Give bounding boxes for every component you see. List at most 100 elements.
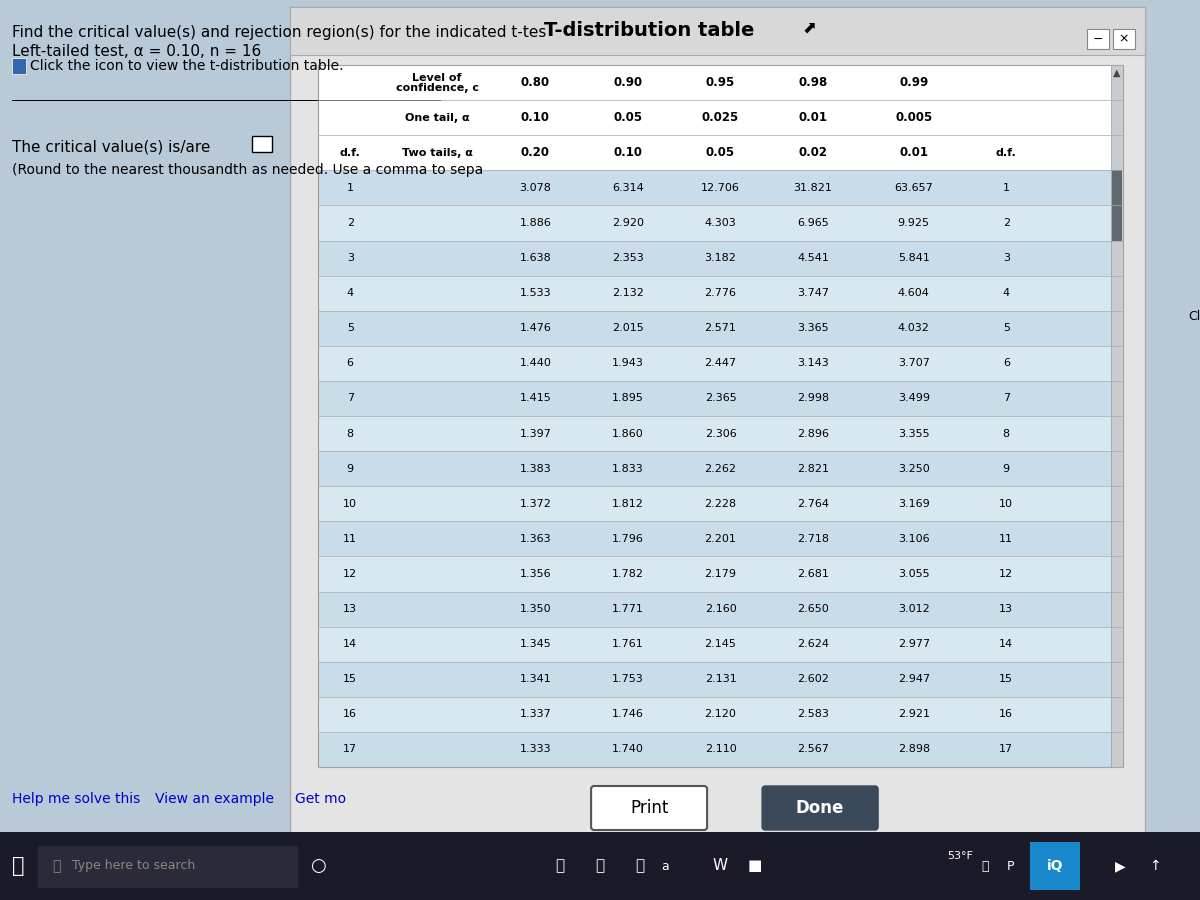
Text: T-distribution table: T-distribution table [544, 22, 755, 40]
Text: 2.365: 2.365 [704, 393, 737, 403]
Text: 15: 15 [1000, 674, 1013, 684]
Text: 16: 16 [343, 709, 358, 719]
Text: ⬈: ⬈ [803, 20, 817, 38]
Text: 3.499: 3.499 [898, 393, 930, 403]
Text: 2.306: 2.306 [704, 428, 737, 438]
Text: 2.718: 2.718 [797, 534, 829, 544]
Text: 3.747: 3.747 [797, 288, 829, 298]
Bar [290, 7, 1145, 842]
Text: 1.812: 1.812 [612, 499, 644, 508]
Text: 2.131: 2.131 [704, 674, 737, 684]
Bar [318, 521, 1123, 556]
Text: 1.415: 1.415 [520, 393, 551, 403]
Text: 3: 3 [1003, 253, 1009, 263]
Text: 6: 6 [1003, 358, 1009, 368]
Bar [1114, 29, 1135, 49]
Text: 10: 10 [1000, 499, 1013, 508]
Text: 2.764: 2.764 [797, 499, 829, 508]
Text: 14: 14 [343, 639, 358, 649]
Bar [318, 65, 1123, 767]
Bar [1112, 170, 1122, 240]
Text: 2.776: 2.776 [704, 288, 737, 298]
Text: 4.541: 4.541 [797, 253, 829, 263]
Text: 2: 2 [1003, 218, 1010, 228]
Text: 2.650: 2.650 [797, 604, 829, 614]
Text: ↑: ↑ [1150, 859, 1160, 873]
Text: 1.372: 1.372 [520, 499, 551, 508]
Bar [318, 205, 1123, 240]
Bar [318, 346, 1123, 381]
Text: 0.99: 0.99 [899, 76, 929, 89]
Text: 1.333: 1.333 [520, 744, 551, 754]
Text: 4.032: 4.032 [898, 323, 930, 333]
Text: 4.303: 4.303 [704, 218, 737, 228]
Text: Cle: Cle [1188, 310, 1200, 323]
Text: 3.707: 3.707 [898, 358, 930, 368]
Text: Help me solve this: Help me solve this [12, 792, 140, 806]
Text: 11: 11 [343, 534, 358, 544]
Text: 13: 13 [343, 604, 358, 614]
Text: 63.657: 63.657 [894, 183, 934, 193]
Bar [318, 662, 1123, 697]
Text: 7: 7 [1003, 393, 1010, 403]
Text: 5: 5 [347, 323, 354, 333]
Text: 1.761: 1.761 [612, 639, 643, 649]
Text: a: a [661, 860, 668, 872]
Text: 9.925: 9.925 [898, 218, 930, 228]
Text: 0.10: 0.10 [521, 111, 550, 124]
Text: 1.860: 1.860 [612, 428, 643, 438]
Text: 9: 9 [347, 464, 354, 473]
Text: 1.753: 1.753 [612, 674, 643, 684]
Bar [318, 170, 1123, 205]
Text: 2.179: 2.179 [704, 569, 737, 579]
Text: 1.782: 1.782 [612, 569, 644, 579]
Text: 2.624: 2.624 [797, 639, 829, 649]
Bar [318, 486, 1123, 521]
Text: 💲: 💲 [556, 859, 564, 874]
FancyBboxPatch shape [592, 786, 707, 830]
Text: 2.567: 2.567 [797, 744, 829, 754]
Text: 0.95: 0.95 [706, 76, 736, 89]
Text: 1: 1 [347, 183, 354, 193]
Text: 1.350: 1.350 [520, 604, 551, 614]
Bar [318, 732, 1123, 767]
Text: Type here to search: Type here to search [72, 860, 196, 872]
Text: 0.98: 0.98 [798, 76, 828, 89]
Text: 1: 1 [1003, 183, 1009, 193]
Text: 1.740: 1.740 [612, 744, 644, 754]
Text: 5: 5 [1003, 323, 1009, 333]
Bar [318, 381, 1123, 416]
Text: 3.078: 3.078 [520, 183, 551, 193]
Bar [318, 275, 1123, 310]
Text: 1.746: 1.746 [612, 709, 644, 719]
Text: Two tails, α: Two tails, α [402, 148, 473, 157]
Text: 16: 16 [1000, 709, 1013, 719]
Bar [1030, 842, 1080, 890]
Text: 2.602: 2.602 [797, 674, 829, 684]
Bar [318, 451, 1123, 486]
Text: Click the icon to view the t-distribution table.: Click the icon to view the t-distributio… [30, 59, 343, 73]
Bar [290, 7, 1145, 55]
Bar [318, 100, 1123, 135]
Text: 8: 8 [347, 428, 354, 438]
Bar [318, 65, 1123, 100]
Text: 2.947: 2.947 [898, 674, 930, 684]
Text: 2.201: 2.201 [704, 534, 737, 544]
Text: 6.314: 6.314 [612, 183, 643, 193]
Text: 17: 17 [343, 744, 358, 754]
Text: 1.533: 1.533 [520, 288, 551, 298]
Text: 8: 8 [1003, 428, 1010, 438]
Text: 12: 12 [1000, 569, 1013, 579]
Text: 1.895: 1.895 [612, 393, 644, 403]
Text: 2.120: 2.120 [704, 709, 737, 719]
Text: d.f.: d.f. [340, 148, 360, 157]
Text: 9: 9 [1003, 464, 1010, 473]
Text: 🌎: 🌎 [595, 859, 605, 874]
Bar [318, 626, 1123, 662]
Text: 1.796: 1.796 [612, 534, 644, 544]
Bar [1087, 29, 1109, 49]
Bar [318, 416, 1123, 451]
Text: 2.110: 2.110 [704, 744, 737, 754]
Text: 31.821: 31.821 [793, 183, 833, 193]
Text: −: − [1093, 32, 1103, 46]
